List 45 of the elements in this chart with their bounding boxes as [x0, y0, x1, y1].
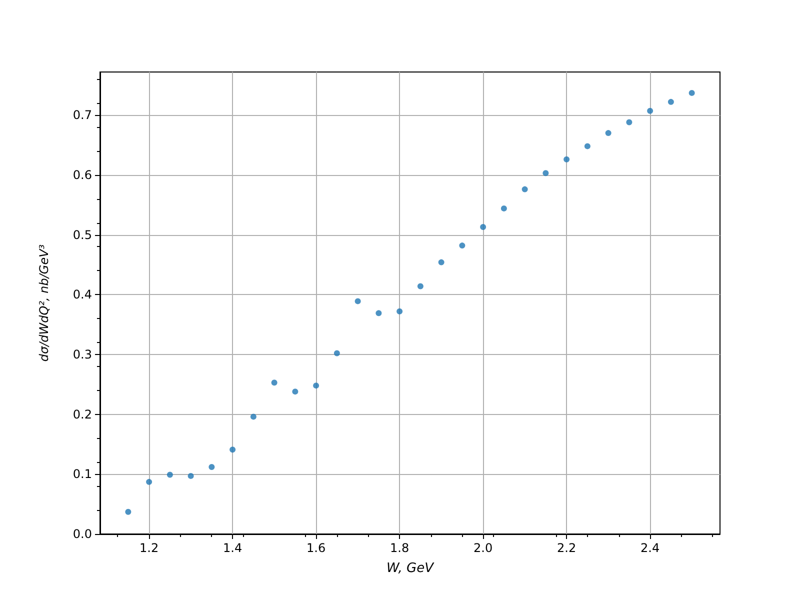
- point: [271, 380, 278, 386]
- y-axis-title: dσ/dWdQ², nb/GeV³: [37, 244, 51, 362]
- x-tick-label: 1.2: [140, 541, 159, 555]
- point: [125, 508, 132, 515]
- point: [396, 308, 403, 314]
- x-tick-label: 1.4: [223, 541, 242, 555]
- y-tick-label: 0.4: [72, 288, 92, 302]
- point: [334, 350, 340, 356]
- point: [188, 472, 194, 479]
- y-tick-label: 0.6: [72, 168, 92, 182]
- point: [605, 130, 612, 136]
- x-tick-label: 2.2: [557, 541, 576, 555]
- point: [584, 143, 590, 150]
- point: [626, 119, 632, 126]
- point: [292, 388, 298, 395]
- point: [500, 205, 507, 212]
- x-axis-title: W, GeV: [386, 561, 435, 576]
- point: [417, 283, 424, 290]
- y-tick-label: 0.1: [72, 467, 92, 482]
- point: [522, 186, 528, 192]
- x-tick-label: 1.6: [306, 541, 326, 555]
- point: [313, 382, 320, 389]
- point: [564, 156, 570, 162]
- x-tick-label: 1.8: [390, 541, 410, 555]
- y-tick-label: 0.2: [72, 407, 92, 422]
- point: [668, 98, 674, 105]
- point: [480, 224, 486, 230]
- point: [542, 170, 549, 176]
- point: [208, 464, 215, 470]
- y-tick-label: 0.5: [72, 228, 92, 242]
- x-tick-label: 2.4: [640, 541, 660, 555]
- point: [230, 446, 236, 453]
- point: [166, 472, 173, 478]
- point: [688, 90, 695, 96]
- y-tick-label: 0.7: [72, 108, 92, 122]
- point: [438, 259, 444, 266]
- point: [647, 108, 654, 114]
- x-tick-label: 2.0: [474, 541, 493, 555]
- point: [354, 298, 361, 304]
- y-tick-label: 0.0: [72, 527, 92, 541]
- point: [250, 414, 256, 420]
- y-tick-label: 0.3: [72, 347, 92, 362]
- point: [459, 242, 466, 249]
- point: [376, 310, 382, 316]
- point: [146, 478, 152, 485]
